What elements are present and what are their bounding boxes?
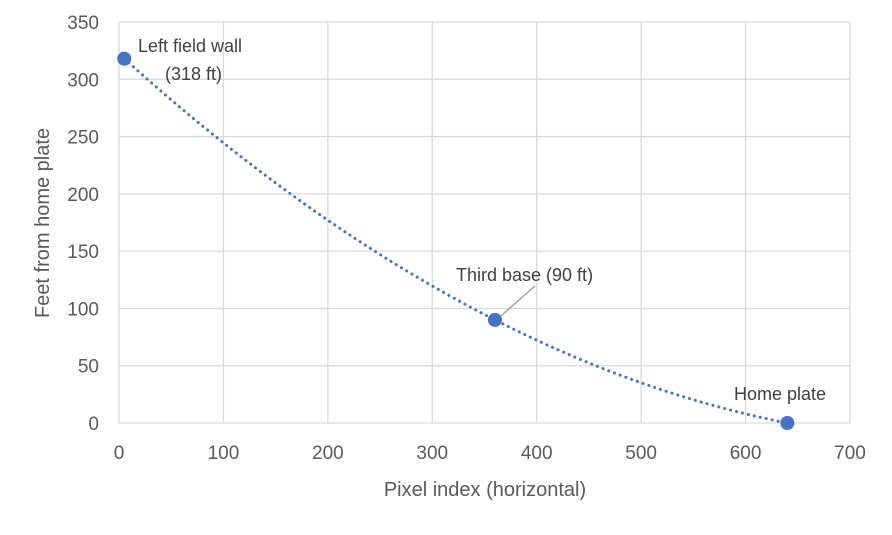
data-point-left-field-wall [117,51,132,66]
x-tick-label: 400 [521,443,553,464]
trendline [122,57,789,425]
x-tick-label: 0 [114,443,125,464]
annotation-home-plate: Home plate [734,384,826,404]
x-tick-label: 500 [625,443,657,464]
y-tick-label: 350 [67,13,99,34]
x-axis-title: Pixel index (horizontal) [384,479,586,501]
x-axis-ticks: 0 100 200 300 400 500 600 700 [114,443,866,464]
data-point-home-plate [780,416,795,430]
x-tick-label: 200 [312,443,344,464]
annotation-left-field-wall-distance: (318 ft) [165,64,222,84]
y-tick-label: 300 [67,70,99,91]
data-point-third-base [487,312,502,327]
y-tick-label: 50 [78,357,99,378]
annotation-third-base: Third base (90 ft) [456,265,593,285]
annotation-left-field-wall: Left field wall [138,36,242,56]
x-tick-label: 300 [416,443,448,464]
y-tick-label: 0 [88,414,99,435]
y-tick-label: 100 [67,299,99,320]
y-axis-ticks: 0 50 100 150 200 250 300 350 [67,13,99,435]
y-tick-label: 150 [67,242,99,263]
x-tick-label: 100 [208,443,240,464]
x-tick-label: 700 [834,443,866,464]
third-base-leader-line [500,285,536,317]
y-tick-label: 200 [67,185,99,206]
y-tick-label: 250 [67,128,99,149]
y-axis-title: Feet from home plate [32,128,54,318]
grid [118,21,851,424]
data-points [117,51,795,430]
x-tick-label: 600 [730,443,762,464]
